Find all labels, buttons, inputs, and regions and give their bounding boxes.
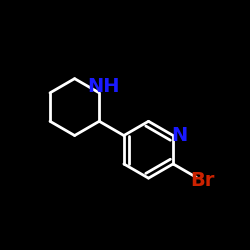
Text: Br: Br — [190, 171, 215, 190]
Text: N: N — [171, 126, 188, 145]
Text: NH: NH — [88, 77, 120, 96]
